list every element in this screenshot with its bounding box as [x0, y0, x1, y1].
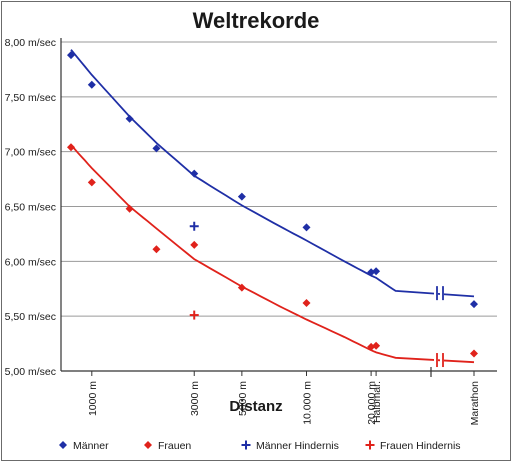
point-frauen	[302, 299, 311, 308]
legend-marker-frauen-hindernis	[365, 440, 375, 450]
point-männer	[152, 144, 161, 153]
x-tick-label: 5000 m	[237, 381, 249, 416]
point-frauen	[87, 178, 96, 187]
x-tick-label: 1000 m	[87, 381, 99, 416]
point-frauen	[152, 245, 161, 254]
point-männer	[67, 51, 75, 60]
break-gap	[434, 285, 438, 302]
y-tick-label: 5,00 m/sec	[5, 366, 56, 378]
legend-marker-männer	[59, 441, 67, 449]
point-männer	[190, 169, 199, 178]
point-frauen	[237, 283, 246, 292]
y-axis-ticks: 5,00 m/sec 5,50 m/sec 6,00 m/sec 6,50 m/sec…	[5, 37, 56, 378]
x-tick-label: Marathon	[469, 381, 481, 426]
point-frauen	[470, 349, 478, 358]
axes	[60, 38, 497, 377]
y-tick-label: 7,50 m/sec	[5, 92, 56, 104]
point-männer	[470, 300, 478, 309]
point-männer	[302, 223, 311, 232]
y-tick-label: 5,50 m/sec	[5, 311, 56, 323]
legend-label-frauen-hindernis: Frauen Hindernis	[380, 440, 461, 452]
point-frauen-hindernis	[189, 310, 199, 320]
point-frauen	[372, 341, 381, 350]
y-tick-label: 7,00 m/sec	[5, 147, 56, 159]
grid	[61, 41, 497, 372]
fit-curves	[70, 49, 475, 364]
y-tick-label: 6,00 m/sec	[5, 256, 56, 268]
point-männer	[125, 114, 134, 123]
data-points	[67, 51, 478, 358]
x-tick-label: Halbmar.	[371, 381, 383, 423]
x-tick-label: 20.000 m	[366, 381, 378, 425]
y-tick-label: 8,00 m/sec	[5, 37, 56, 49]
x-axis-ticks: 1000 m 3000 m 5000 m 10.000 m 20.000 mHalbma…	[87, 371, 481, 425]
y-tick-label: 6,50 m/sec	[5, 202, 56, 214]
legend-label-frauen: Frauen	[158, 440, 191, 452]
legend: Männer Frauen Männer Hindernis Frauen Hinde…	[59, 440, 461, 452]
break-gap	[440, 352, 444, 369]
legend-label-männer: Männer	[73, 440, 109, 452]
point-männer-hindernis	[189, 221, 199, 231]
point-männer	[87, 80, 96, 89]
legend-label-männer-hindernis: Männer Hindernis	[256, 440, 339, 452]
break-gap	[440, 285, 444, 302]
point-frauen	[67, 143, 75, 152]
chart-title: Weltrekorde	[193, 8, 320, 33]
axis-break-marks	[434, 285, 444, 369]
point-männer	[372, 267, 381, 276]
point-männer	[237, 192, 246, 201]
x-axis-label: Distanz	[229, 398, 282, 415]
point-frauen	[125, 204, 134, 213]
fit-curve-frauen	[70, 144, 475, 364]
x-tick-label: 10.000 m	[301, 381, 313, 425]
legend-marker-frauen	[144, 441, 152, 449]
break-gap	[434, 352, 438, 369]
fit-curve-männer	[70, 49, 475, 298]
point-frauen	[190, 240, 199, 249]
legend-marker-männer-hindernis	[241, 440, 251, 450]
x-tick-label: 3000 m	[189, 381, 201, 416]
